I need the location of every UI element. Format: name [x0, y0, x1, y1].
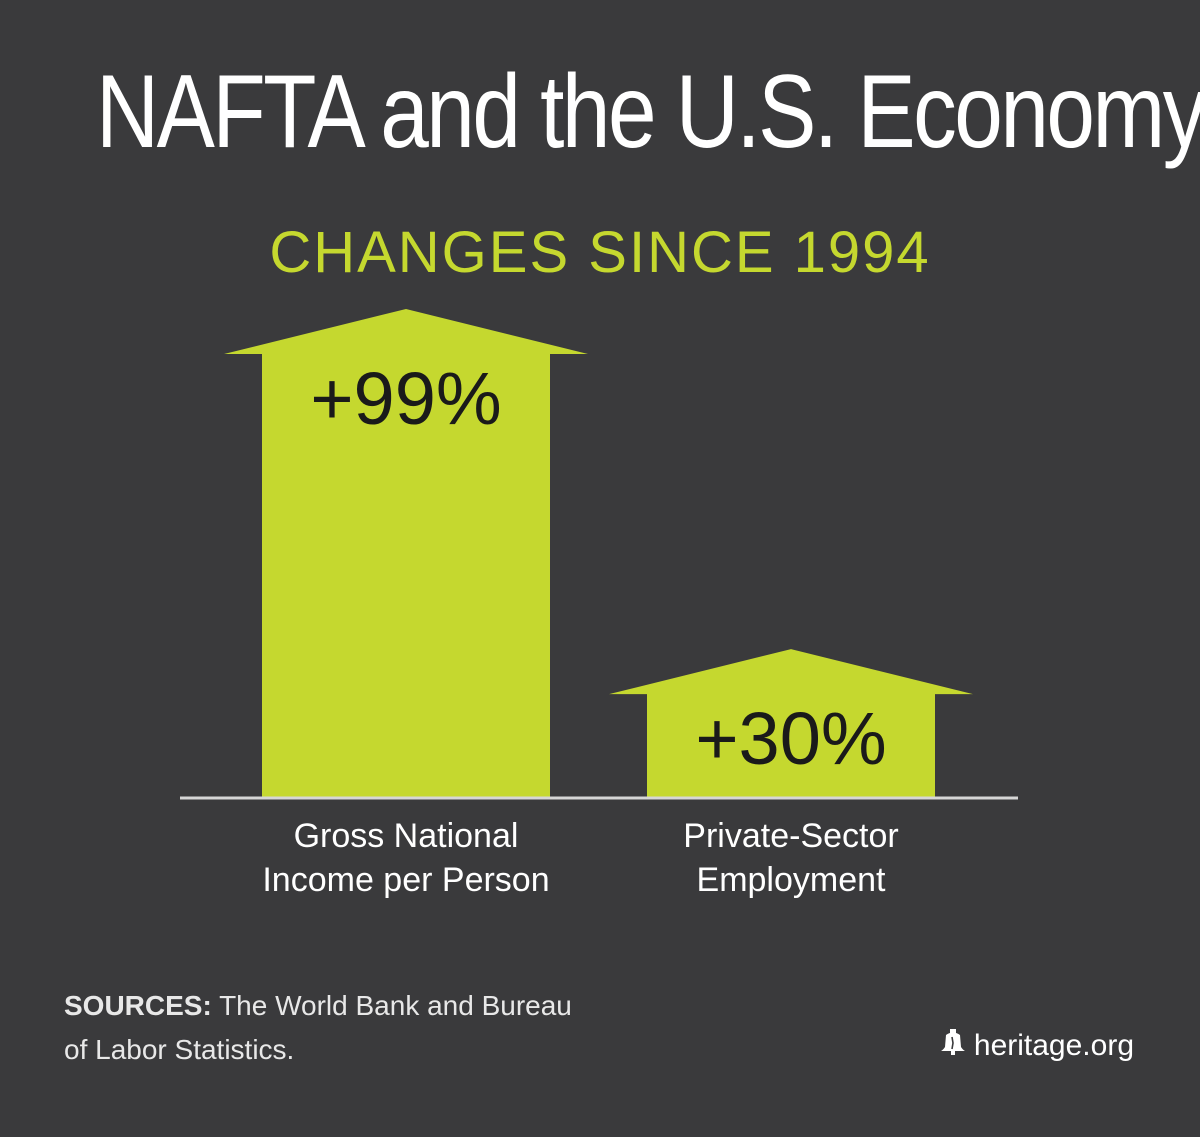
bar-2-value-label: +30%	[695, 697, 886, 780]
category-label-2-line-2: Employment	[696, 861, 886, 899]
category-label-1: Gross National Income per Person	[206, 814, 606, 902]
liberty-bell-icon	[940, 1028, 966, 1064]
brand-text: heritage.org	[973, 1029, 1134, 1062]
chart-title: NAFTA and the U.S. Economy	[96, 54, 1200, 170]
bar-1	[224, 309, 588, 797]
category-label-2: Private-Sector Employment	[591, 814, 991, 902]
sources-note: SOURCES: The World Bank and Bureau of La…	[64, 984, 664, 1072]
chart-subtitle: CHANGES SINCE 1994	[269, 220, 931, 285]
category-label-1-line-1: Gross National	[293, 817, 519, 855]
brand-link[interactable]: heritage.org	[940, 1028, 1134, 1064]
bar-2	[609, 649, 973, 797]
sources-text-line-1: The World Bank and Bureau	[219, 990, 572, 1021]
sources-text-line-2: of Labor Statistics.	[64, 1034, 295, 1065]
category-label-2-line-1: Private-Sector	[683, 817, 899, 855]
category-label-1-line-2: Income per Person	[262, 861, 550, 899]
sources-label: SOURCES:	[64, 990, 212, 1021]
bar-1-value-label: +99%	[310, 357, 501, 440]
